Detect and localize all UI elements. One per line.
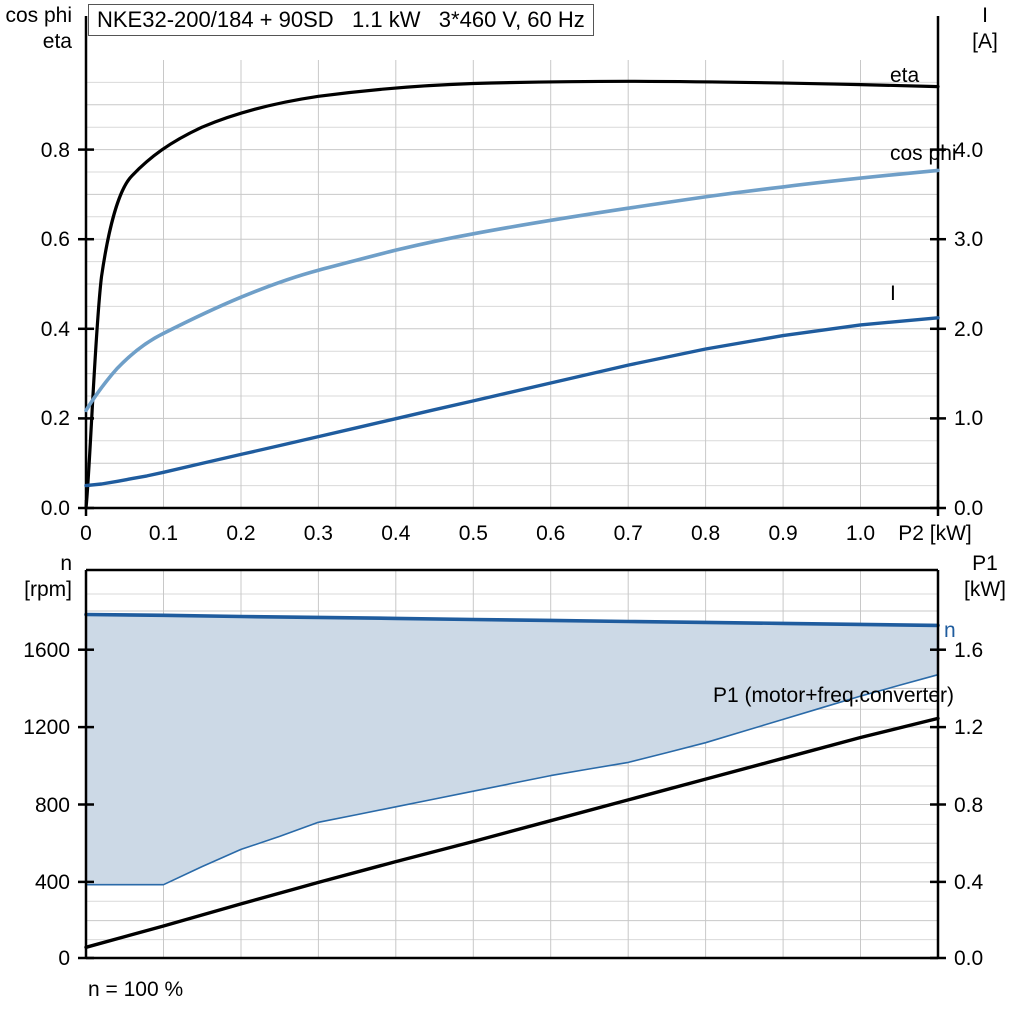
bottom-right-axis-title-1: P1 [972,552,998,575]
bottom-chart-left-tick-labels: 0 400 800 1200 1600 [23,639,70,970]
bottom-right-tick-4: 1.6 [954,639,983,662]
bottom-left-axis-title-2: [rpm] [24,578,72,601]
top-left-tick-3: 0.6 [41,228,70,251]
top-right-axis-title-1: I [982,4,988,27]
top-chart-gridlines [86,60,938,508]
top-left-axis-title-1: cos phi [5,4,72,27]
top-left-tick-4: 0.8 [41,139,70,162]
top-left-tick-2: 0.4 [41,318,71,341]
chart-title-box: NKE32-200/184 + 90SD 1.1 kW 3*460 V, 60 … [88,4,594,36]
top-x-tick-8: 0.8 [691,522,720,545]
bottom-right-tick-0: 0.0 [954,947,983,970]
operating-range-band [86,614,938,885]
curve-current [84,316,940,488]
bottom-left-tick-1: 400 [35,871,70,894]
top-chart-axis-titles: cos phi eta I [A] [5,4,997,53]
footer-note: n = 100 % [88,978,183,1002]
curve-label-current: I [890,282,896,305]
bottom-right-tick-1: 0.4 [954,871,984,894]
top-x-tick-1: 0.1 [149,522,178,545]
bottom-left-tick-2: 800 [35,794,70,817]
bottom-chart-svg: 0 400 800 1200 1600 0.0 0.4 0.8 1.2 1.6 … [23,552,1006,970]
top-x-tick-5: 0.5 [459,522,488,545]
curve-eta [84,79,940,510]
top-right-tick-2: 2.0 [954,318,983,341]
top-x-tick-6: 0.6 [536,522,565,545]
top-right-tick-3: 3.0 [954,228,983,251]
bottom-left-axis-title-1: n [60,552,72,575]
curve-speed-lower-bound [85,673,939,886]
top-chart-x-tick-labels: 0 0.1 0.2 0.3 0.4 0.5 0.6 0.7 0.8 0.9 1.… [80,522,972,545]
curve-speed-n [84,612,940,628]
top-x-tick-4: 0.4 [381,522,411,545]
top-left-tick-1: 0.2 [41,407,70,430]
bottom-left-tick-4: 1600 [23,639,70,662]
top-right-tick-1: 1.0 [954,407,983,430]
bottom-chart-panel: 0 400 800 1200 1600 0.0 0.4 0.8 1.2 1.6 … [0,546,1024,1024]
top-x-axis-title: P2 [kW] [898,522,972,545]
bottom-right-tick-2: 0.8 [954,794,983,817]
top-right-tick-0: 0.0 [954,497,983,520]
top-left-axis-title-2: eta [43,30,73,53]
curve-label-cos-phi: cos phi [890,142,957,165]
top-x-tick-0: 0 [80,522,92,545]
curve-label-p1: P1 (motor+freq.converter) [713,684,954,707]
curve-label-eta: eta [890,64,920,87]
top-chart-axes [84,16,940,510]
top-chart-right-tick-labels: 0.0 1.0 2.0 3.0 4.0 [954,139,983,520]
bottom-chart-left-tickmarks [78,648,94,960]
bottom-right-tick-3: 1.2 [954,716,983,739]
top-chart-left-tick-labels: 0.0 0.2 0.4 0.6 0.8 [41,139,71,520]
bottom-left-tick-0: 0 [58,947,70,970]
top-x-tick-7: 0.7 [614,522,643,545]
curve-p1 [84,716,940,949]
top-x-tick-9: 0.9 [768,522,797,545]
bottom-chart-axes [84,568,940,960]
bottom-left-tick-3: 1200 [23,716,70,739]
top-x-tick-3: 0.3 [304,522,333,545]
bottom-chart-right-tick-labels: 0.0 0.4 0.8 1.2 1.6 [954,639,984,970]
bottom-chart-right-tickmarks [930,648,946,960]
speed-percent-note: n = 100 % [88,978,184,1001]
top-right-axis-title-2: [A] [972,30,998,53]
top-chart-panel: 0.0 0.2 0.4 0.6 0.8 0.0 1.0 2.0 3.0 4.0 … [5,4,997,545]
curve-label-n: n [944,619,956,642]
bottom-right-axis-title-2: [kW] [964,578,1006,601]
bottom-chart-axis-titles: n [rpm] P1 [kW] [24,552,1006,601]
top-left-tick-0: 0.0 [41,497,70,520]
curve-cos [84,168,940,413]
top-right-tick-4: 4.0 [954,139,983,162]
top-x-tick-2: 0.2 [226,522,255,545]
page-title: NKE32-200/184 + 90SD 1.1 kW 3*460 V, 60 … [97,7,585,32]
top-x-tick-10: 1.0 [846,522,875,545]
top-chart-svg: 0.0 0.2 0.4 0.6 0.8 0.0 1.0 2.0 3.0 4.0 … [5,4,997,545]
